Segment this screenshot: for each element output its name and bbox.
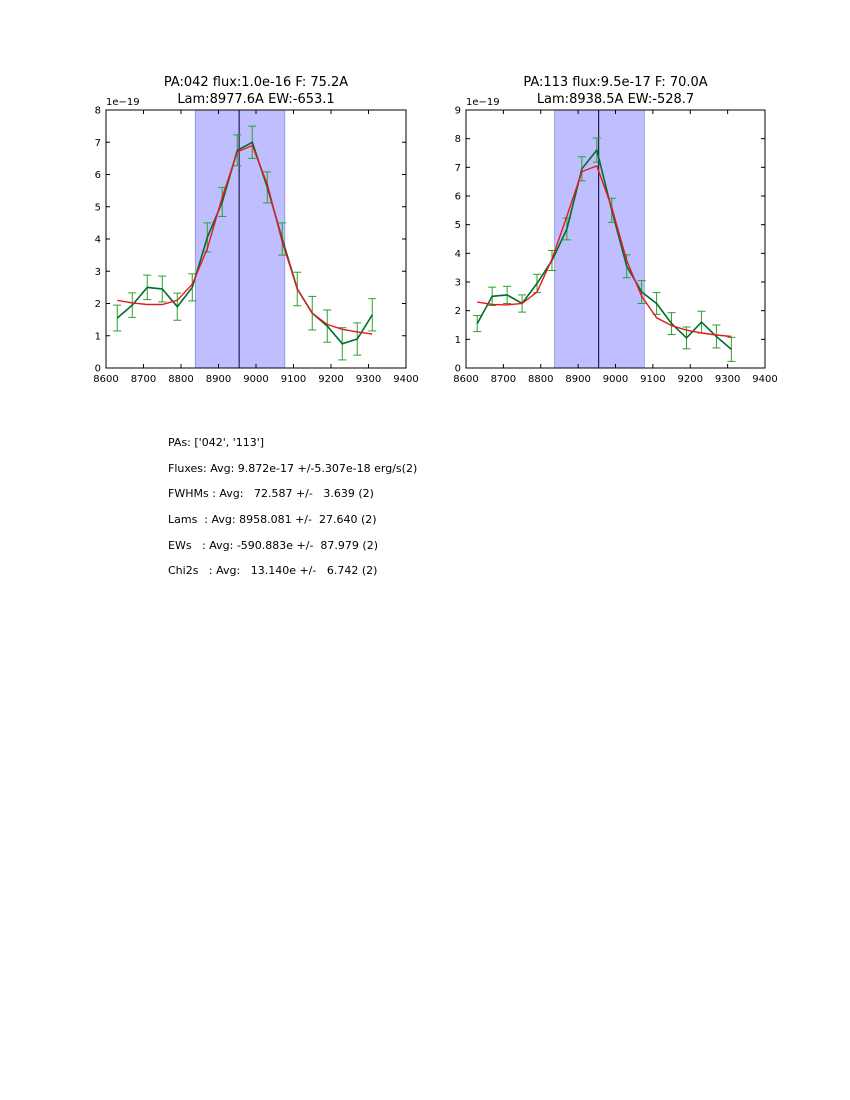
- x-tick-label: 9300: [356, 374, 381, 385]
- y-tick-label: 4: [455, 249, 461, 260]
- stats-chi2s: Chi2s : Avg: 13.140e +/- 6.742 (2): [168, 564, 378, 578]
- y-tick-label: 3: [95, 267, 101, 278]
- stats-block: PAs: ['042', '113'] Fluxes: Avg: 9.872e-…: [168, 436, 417, 590]
- stats-pas: PAs: ['042', '113']: [168, 436, 265, 449]
- y-tick-label: 0: [95, 364, 101, 375]
- stats-ews: EWs : Avg: -590.883e +/- 87.979 (2): [168, 538, 378, 552]
- x-tick-label: 9000: [603, 374, 628, 385]
- y-offset-label: 1e−19: [106, 97, 140, 108]
- y-tick-label: 8: [95, 106, 101, 117]
- stats-fwhms: FWHMs : Avg: 72.587 +/- 3.639 (2): [168, 487, 374, 501]
- x-tick-label: 9200: [318, 374, 343, 385]
- x-tick-label: 9100: [640, 374, 665, 385]
- chart-title-line2: Lam:8977.6A EW:-653.1: [177, 92, 334, 107]
- y-tick-label: 5: [455, 220, 461, 231]
- x-tick-label: 9400: [752, 374, 777, 385]
- x-tick-label: 9100: [281, 374, 306, 385]
- y-tick-label: 1: [95, 331, 101, 342]
- y-tick-label: 0: [455, 364, 461, 375]
- chart-title-line1: PA:113 flux:9.5e-17 F: 70.0A: [523, 75, 707, 90]
- x-tick-label: 8600: [93, 374, 118, 385]
- chart-title-line1: PA:042 flux:1.0e-16 F: 75.2A: [164, 75, 348, 90]
- y-tick-label: 6: [455, 192, 461, 203]
- x-tick-label: 9000: [243, 374, 268, 385]
- y-tick-label: 2: [455, 306, 461, 317]
- series-line-fit: [117, 144, 373, 335]
- stats-lams: Lams : Avg: 8958.081 +/- 27.640 (2): [168, 513, 377, 527]
- x-tick-label: 8600: [453, 374, 478, 385]
- series-line-data: [476, 148, 732, 351]
- y-tick-label: 8: [455, 134, 461, 145]
- x-tick-label: 8900: [565, 374, 590, 385]
- series-line-fit: [477, 164, 732, 338]
- y-tick-label: 7: [455, 163, 461, 174]
- y-tick-label: 5: [95, 202, 101, 213]
- x-tick-label: 8700: [131, 374, 156, 385]
- y-tick-label: 1: [455, 335, 461, 346]
- plot-pa113: PA:113 flux:9.5e-17 F: 70.0A Lam:8938.5A …: [453, 75, 777, 385]
- y-tick-label: 9: [455, 106, 461, 117]
- x-tick-label: 9400: [393, 374, 418, 385]
- x-tick-label: 8800: [168, 374, 193, 385]
- y-tick-label: 6: [95, 170, 101, 181]
- series-line-data: [116, 141, 373, 345]
- chart-title-line2: Lam:8938.5A EW:-528.7: [537, 92, 694, 107]
- stats-fluxes: Fluxes: Avg: 9.872e-17 +/-5.307e-18 erg/…: [168, 461, 418, 475]
- x-tick-label: 8800: [528, 374, 553, 385]
- shaded-band: [554, 109, 645, 369]
- x-tick-label: 8900: [206, 374, 231, 385]
- x-tick-label: 9200: [678, 374, 703, 385]
- plot-pa042: PA:042 flux:1.0e-16 F: 75.2A Lam:8977.6A …: [93, 75, 418, 385]
- y-tick-label: 4: [95, 235, 101, 246]
- y-tick-label: 3: [455, 278, 461, 289]
- y-tick-label: 7: [95, 138, 101, 149]
- y-offset-label: 1e−19: [466, 97, 500, 108]
- x-tick-label: 8700: [491, 374, 516, 385]
- y-tick-label: 2: [95, 299, 101, 310]
- x-tick-label: 9300: [715, 374, 740, 385]
